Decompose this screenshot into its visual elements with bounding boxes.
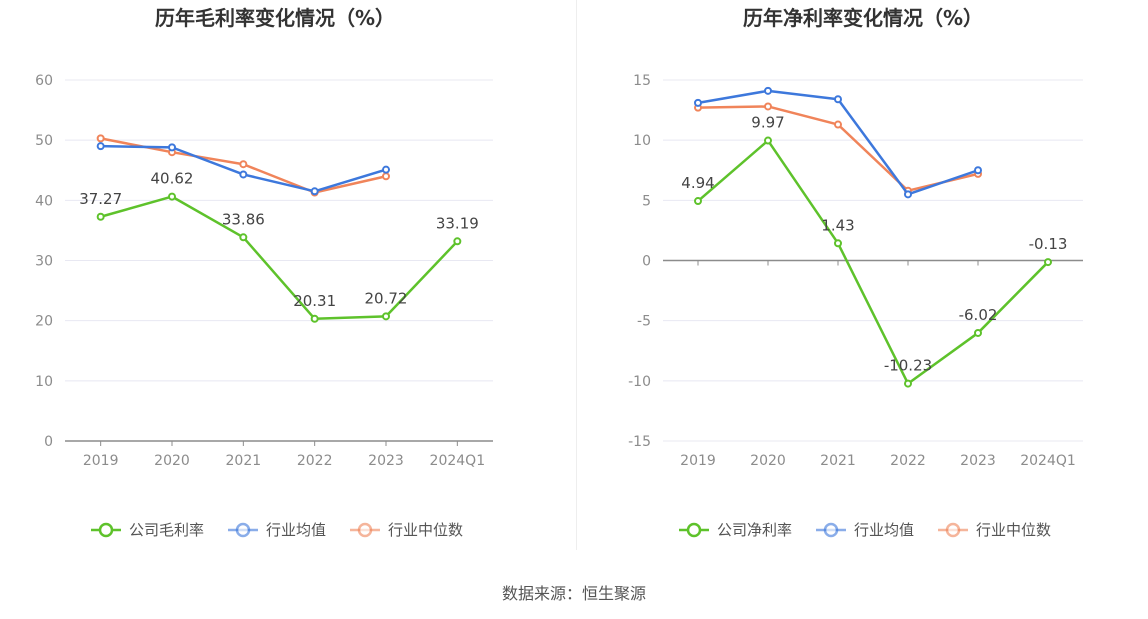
series-line bbox=[697, 105, 979, 192]
net-margin-chart-panel: 历年净利率变化情况（%） -15 -10 -5 0 5 10 15 2019 2020 2021 20… bbox=[578, 0, 1148, 560]
data-label: -10.23 bbox=[884, 357, 932, 375]
data-label: 37.27 bbox=[79, 190, 122, 208]
data-point bbox=[974, 328, 982, 337]
data-label: 33.86 bbox=[222, 210, 265, 228]
series-line bbox=[697, 139, 1049, 385]
chart-title: 历年净利率变化情况（%） bbox=[743, 6, 983, 30]
data-label: 1.43 bbox=[821, 216, 854, 234]
data-label: 20.72 bbox=[365, 289, 408, 307]
data-point bbox=[168, 143, 176, 152]
data-point bbox=[239, 233, 248, 242]
data-label: 4.94 bbox=[681, 174, 714, 192]
data-label: 20.31 bbox=[293, 292, 336, 310]
data-point bbox=[453, 237, 462, 246]
x-tick-label: 2022 bbox=[890, 453, 926, 469]
data-point bbox=[168, 192, 176, 201]
data-point bbox=[694, 197, 702, 206]
x-tick-label: 2024Q1 bbox=[430, 453, 486, 469]
data-point bbox=[764, 136, 772, 145]
legend-marker bbox=[945, 522, 961, 538]
legend-label: 公司净利率 bbox=[717, 521, 792, 539]
data-point bbox=[96, 142, 105, 151]
data-source-note: 数据来源：恒生聚源 bbox=[501, 584, 646, 603]
legend-label: 公司毛利率 bbox=[129, 521, 204, 539]
y-tick-label: 30 bbox=[35, 254, 53, 270]
data-label: 33.19 bbox=[436, 214, 479, 232]
legend-marker bbox=[823, 522, 839, 538]
data-point bbox=[382, 165, 390, 174]
data-point bbox=[834, 239, 842, 248]
data-point bbox=[382, 312, 390, 321]
data-point bbox=[96, 134, 105, 143]
series-line bbox=[100, 195, 459, 321]
data-point bbox=[1044, 258, 1052, 267]
data-label: -0.13 bbox=[1029, 235, 1068, 253]
x-tick-label: 2022 bbox=[297, 453, 333, 469]
data-point bbox=[382, 172, 390, 181]
y-tick-label: 5 bbox=[642, 193, 651, 209]
y-tick-label: 40 bbox=[35, 193, 53, 209]
legend-marker bbox=[686, 522, 702, 538]
y-tick-label: 0 bbox=[642, 254, 651, 270]
data-point bbox=[834, 95, 842, 104]
data-point bbox=[96, 212, 105, 221]
x-tick-label: 2020 bbox=[750, 453, 786, 469]
data-point bbox=[310, 314, 319, 323]
x-tick-label: 2020 bbox=[154, 453, 190, 469]
y-tick-label: 10 bbox=[633, 133, 651, 149]
legend-label: 行业中位数 bbox=[388, 521, 463, 539]
legend-marker bbox=[98, 522, 114, 538]
y-tick-label: 10 bbox=[35, 374, 53, 390]
data-point bbox=[694, 98, 702, 107]
legend-label: 行业均值 bbox=[854, 521, 914, 539]
legend-label: 行业均值 bbox=[266, 521, 326, 539]
x-tick-label: 2019 bbox=[83, 453, 119, 469]
data-point bbox=[310, 187, 319, 196]
data-point bbox=[239, 160, 248, 169]
data-label: 9.97 bbox=[751, 114, 784, 132]
gross-margin-chart-panel: 历年毛利率变化情况（%） 0 10 20 30 40 50 60 2019 2020 2021 202… bbox=[0, 0, 575, 560]
y-tick-label: -15 bbox=[628, 434, 651, 450]
x-tick-label: 2023 bbox=[368, 453, 404, 469]
data-point bbox=[834, 120, 842, 129]
data-point bbox=[764, 102, 772, 111]
y-tick-label: 20 bbox=[35, 314, 53, 330]
legend-marker bbox=[357, 522, 373, 538]
net-margin-chart: 历年净利率变化情况（%） -15 -10 -5 0 5 10 15 2019 2020 2021 20… bbox=[628, 6, 1083, 539]
chart-title: 历年毛利率变化情况（%） bbox=[155, 6, 395, 30]
panel-divider bbox=[576, 0, 577, 550]
y-tick-label: -10 bbox=[628, 374, 651, 390]
x-tick-label: 2019 bbox=[680, 453, 716, 469]
legend-label: 行业中位数 bbox=[976, 521, 1051, 539]
x-tick-label: 2023 bbox=[960, 453, 996, 469]
data-point bbox=[764, 86, 772, 95]
legend-marker bbox=[235, 522, 251, 538]
y-tick-label: 0 bbox=[44, 434, 53, 450]
gross-margin-chart: 历年毛利率变化情况（%） 0 10 20 30 40 50 60 2019 2020 2021 202… bbox=[35, 6, 493, 539]
x-tick-label: 2021 bbox=[820, 453, 856, 469]
y-tick-label: -5 bbox=[637, 314, 651, 330]
series-line bbox=[100, 144, 387, 193]
y-tick-label: 60 bbox=[35, 73, 53, 89]
y-tick-label: 15 bbox=[633, 73, 651, 89]
x-tick-label: 2021 bbox=[226, 453, 262, 469]
data-point bbox=[904, 190, 912, 199]
data-point bbox=[904, 379, 912, 388]
data-label: -6.02 bbox=[959, 306, 998, 324]
y-tick-label: 50 bbox=[35, 133, 53, 149]
data-label: 40.62 bbox=[151, 170, 194, 188]
data-point bbox=[239, 170, 248, 179]
data-point bbox=[974, 166, 982, 175]
x-tick-label: 2024Q1 bbox=[1020, 453, 1076, 469]
